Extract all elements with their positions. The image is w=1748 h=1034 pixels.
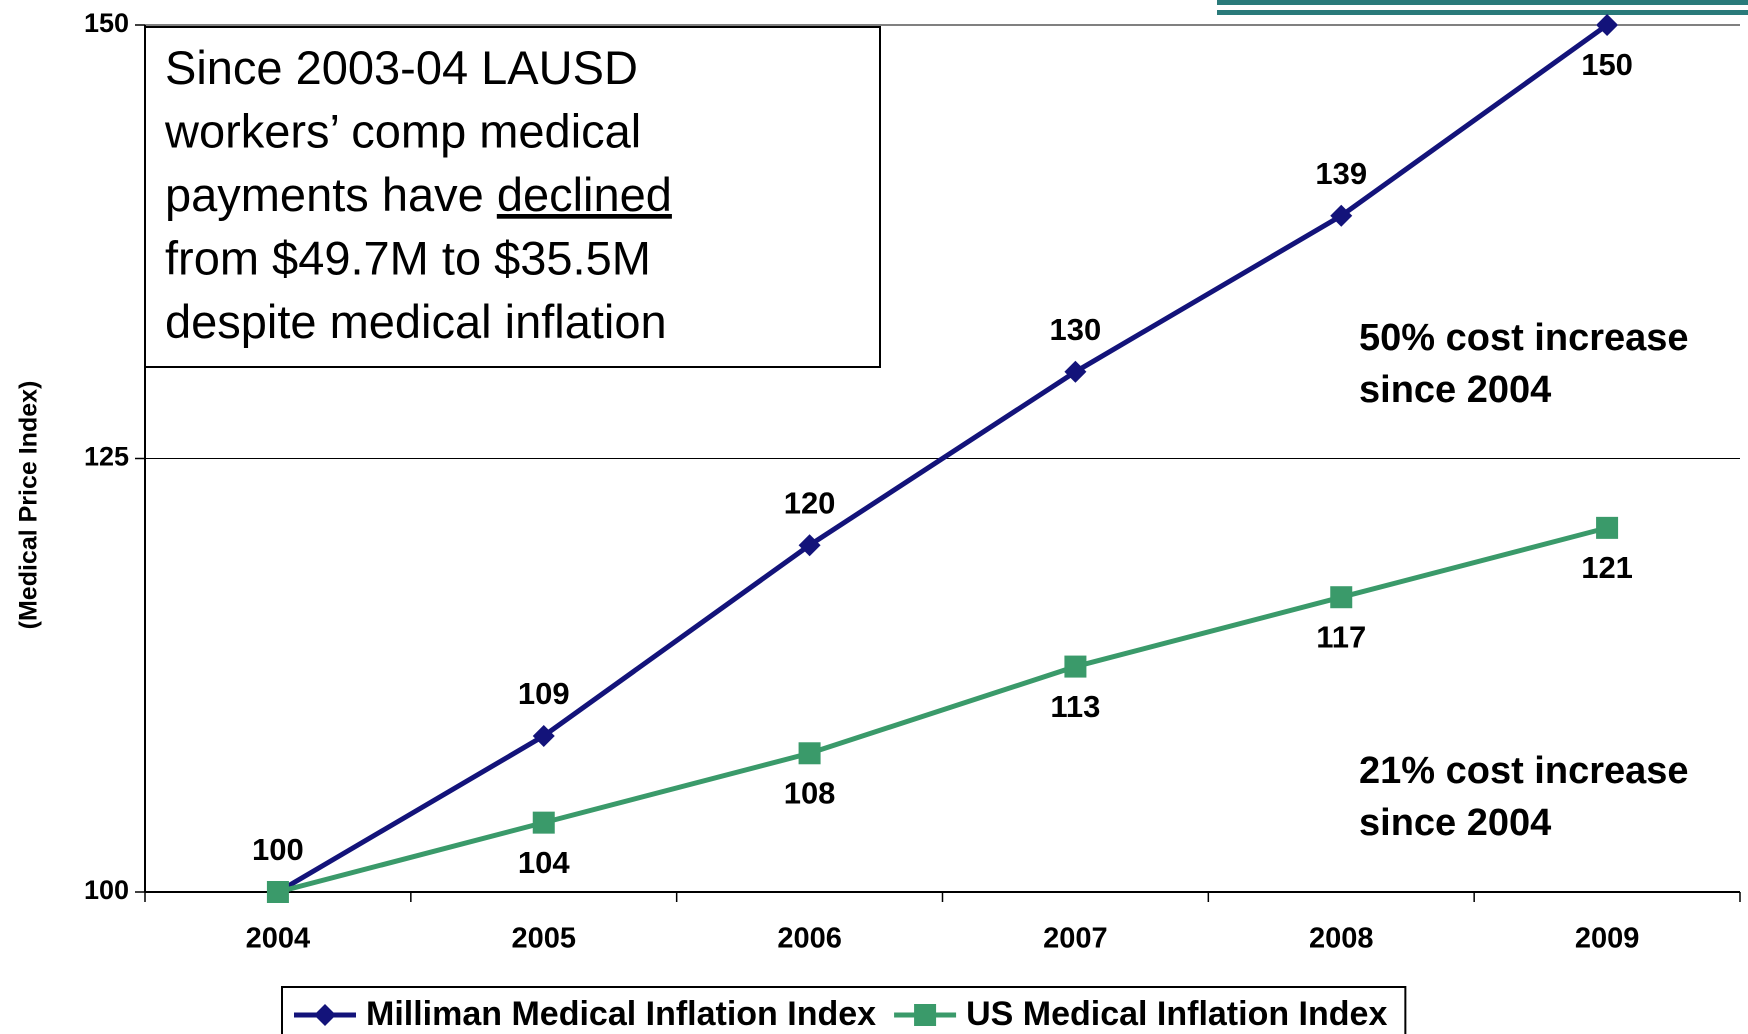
legend-marker xyxy=(914,1004,937,1026)
text-run: declined xyxy=(497,168,672,221)
annotation: 50% cost increase xyxy=(1359,317,1689,359)
text-box-line: despite medical inflation xyxy=(165,295,667,348)
x-tick-label: 2006 xyxy=(777,923,842,955)
text-run: workers’ comp medical xyxy=(164,105,641,158)
text-run: from $49.7M to $35.5M xyxy=(165,232,651,285)
y-tick-label: 125 xyxy=(84,442,129,472)
annotation: since 2004 xyxy=(1359,802,1551,844)
legend-label: US Medical Inflation Index xyxy=(966,995,1387,1033)
x-tick-label: 2009 xyxy=(1575,923,1640,955)
data-point xyxy=(1596,14,1619,36)
data-point xyxy=(798,534,821,557)
y-tick-label: 150 xyxy=(84,8,129,38)
legend-box xyxy=(281,986,1407,1034)
x-tick-label: 2008 xyxy=(1309,923,1374,955)
text-box xyxy=(144,26,881,368)
data-label: 139 xyxy=(1315,156,1367,191)
data-label: 150 xyxy=(1581,47,1633,82)
decor-bar xyxy=(1217,0,1748,5)
decor-bar xyxy=(1217,10,1748,15)
data-point xyxy=(1064,655,1087,678)
data-label: 117 xyxy=(1316,619,1366,654)
text-run: payments have xyxy=(165,168,497,221)
data-point xyxy=(1330,586,1353,609)
x-tick-label: 2007 xyxy=(1043,923,1108,955)
text-box-line: workers’ comp medical xyxy=(164,105,641,158)
data-label: 120 xyxy=(784,485,836,520)
text-box-line: payments have declined xyxy=(165,168,672,221)
data-point xyxy=(1064,360,1087,383)
data-label: 130 xyxy=(1050,312,1102,347)
text-box-line: from $49.7M to $35.5M xyxy=(165,232,651,285)
annotation: since 2004 xyxy=(1359,369,1551,411)
data-point xyxy=(266,881,289,903)
text-box-line: Since 2003-04 LAUSD xyxy=(165,41,638,94)
series-line xyxy=(277,525,1608,895)
legend-marker xyxy=(314,1004,336,1026)
data-point xyxy=(532,724,555,747)
data-label: 113 xyxy=(1050,689,1100,724)
data-label: 121 xyxy=(1581,550,1633,585)
x-tick-label: 2004 xyxy=(246,923,311,955)
y-tick-label: 100 xyxy=(84,875,129,905)
series-line xyxy=(276,22,1609,895)
data-point xyxy=(1330,204,1353,227)
data-label: 100 xyxy=(252,832,304,867)
y-axis-label: (Medical Price Index) xyxy=(15,381,43,630)
data-label: 104 xyxy=(518,845,570,880)
legend-label: Milliman Medical Inflation Index xyxy=(366,995,876,1033)
text-run: despite medical inflation xyxy=(165,295,667,348)
data-label: 108 xyxy=(784,775,836,810)
data-label: 109 xyxy=(518,676,570,711)
data-point xyxy=(1596,516,1619,539)
data-point xyxy=(798,742,821,765)
text-run: Since 2003-04 LAUSD xyxy=(165,41,638,94)
x-tick-label: 2005 xyxy=(511,923,576,955)
annotation: 21% cost increase xyxy=(1359,750,1689,792)
data-point xyxy=(532,811,555,834)
